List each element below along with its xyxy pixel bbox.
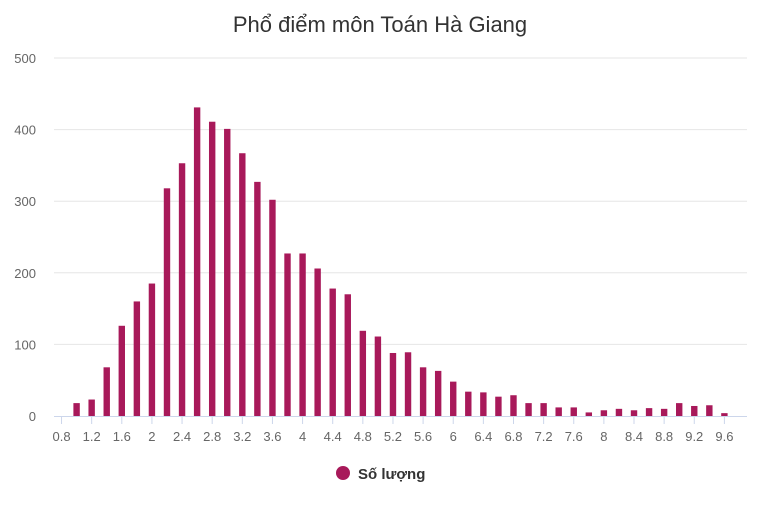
bar[interactable] [660,408,668,416]
bar[interactable] [163,188,171,416]
x-tick-label: 5.6 [414,429,432,444]
bar[interactable] [269,199,276,416]
bar[interactable] [299,253,306,416]
legend-label: Số lượng [358,466,425,483]
y-tick-label: 200 [14,266,36,281]
bar[interactable] [404,352,412,416]
bar[interactable] [645,408,653,416]
bar[interactable] [630,410,638,416]
gridlines [54,57,747,345]
bar[interactable] [676,403,683,416]
x-tick-label: 2.4 [173,429,191,444]
bar[interactable] [691,405,698,416]
bar[interactable] [615,408,623,416]
x-tick-label: 4 [299,429,306,444]
x-tick-label: 6.4 [474,429,492,444]
bar[interactable] [389,352,397,416]
x-tick-label: 4.8 [354,429,372,444]
bar[interactable] [706,405,713,416]
chart-title: Phổ điểm môn Toán Hà Giang [233,12,527,37]
bar[interactable] [208,121,216,416]
bar[interactable] [254,181,261,416]
bar[interactable] [600,410,608,416]
bar[interactable] [103,367,110,416]
bar[interactable] [344,294,351,416]
bar[interactable] [359,330,367,416]
x-tick-label: 2 [148,429,155,444]
x-tick-label: 7.2 [535,429,553,444]
x-tick-label: 9.2 [685,429,703,444]
x-tick-label: 6.8 [504,429,522,444]
bar[interactable] [73,403,80,416]
x-tick-label: 3.6 [263,429,281,444]
y-tick-label: 0 [29,409,36,424]
bar[interactable] [148,283,156,416]
bar[interactable] [374,336,382,416]
x-tick-label: 1.2 [83,429,101,444]
bar[interactable] [540,403,547,416]
x-tick-label: 9.6 [715,429,733,444]
bar[interactable] [419,367,427,416]
x-tick-label: 8 [600,429,607,444]
legend[interactable]: Số lượng [336,466,425,483]
x-tick-label: 6 [450,429,457,444]
bar[interactable] [495,396,502,416]
bar[interactable] [480,392,487,416]
bar[interactable] [434,370,442,416]
bar[interactable] [193,107,201,417]
bar[interactable] [224,128,231,416]
x-tick-label: 5.2 [384,429,402,444]
y-tick-label: 400 [14,123,36,138]
bar[interactable] [133,301,141,416]
x-tick-label: 8.4 [625,429,643,444]
bar[interactable] [329,288,336,416]
bar[interactable] [239,153,246,416]
legend-marker [336,466,350,480]
bar[interactable] [314,268,321,416]
bar[interactable] [118,325,125,416]
y-tick-label: 500 [14,51,36,66]
bar[interactable] [88,399,95,416]
bar[interactable] [585,412,593,416]
bar[interactable] [555,407,562,416]
bar[interactable] [450,381,457,416]
x-tick-label: 2.8 [203,429,221,444]
bar[interactable] [721,413,728,416]
x-tick-label: 4.4 [324,429,342,444]
x-axis: 0.8 1.2 1.6 2 2.4 2.8 3.2 3.6 4 4.4 4.8 5.2 5.6 6 6.4 6… [52,416,747,444]
y-tick-label: 100 [14,337,36,352]
x-tick-label: 3.2 [233,429,251,444]
bar[interactable] [284,253,291,416]
x-tick-label: 8.8 [655,429,673,444]
bar[interactable] [510,395,517,416]
bar[interactable] [525,403,532,416]
bars [73,107,728,417]
x-tick-label: 7.6 [565,429,583,444]
x-tick-label: 0.8 [52,429,70,444]
bar[interactable] [178,163,186,416]
x-tick-label: 1.6 [113,429,131,444]
y-tick-label: 300 [14,194,36,209]
bar[interactable] [570,407,577,416]
y-axis-ticks: 0 100 200 300 400 500 [14,51,36,424]
bar[interactable] [465,391,472,416]
